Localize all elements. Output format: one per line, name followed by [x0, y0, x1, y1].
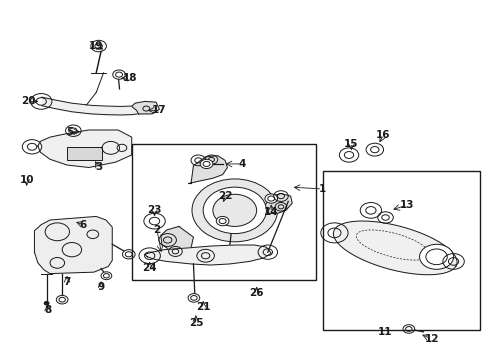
Circle shape [192, 179, 277, 242]
Polygon shape [161, 226, 193, 251]
Text: 14: 14 [264, 207, 278, 217]
Text: 6: 6 [79, 220, 86, 230]
Circle shape [44, 301, 49, 305]
Text: 20: 20 [21, 96, 35, 107]
Polygon shape [188, 156, 227, 184]
Circle shape [200, 159, 212, 168]
Polygon shape [131, 102, 159, 114]
Bar [67, 147, 102, 160]
Text: 26: 26 [249, 288, 264, 297]
Text: 13: 13 [399, 200, 414, 210]
Circle shape [216, 216, 228, 226]
Polygon shape [264, 194, 291, 214]
Text: 4: 4 [238, 159, 245, 169]
Polygon shape [144, 245, 271, 265]
Circle shape [402, 325, 414, 333]
Circle shape [188, 294, 200, 302]
Circle shape [122, 249, 135, 259]
Circle shape [419, 244, 453, 269]
Circle shape [212, 194, 256, 226]
Circle shape [113, 70, 125, 79]
Circle shape [203, 187, 266, 234]
Text: 19: 19 [89, 41, 103, 51]
Circle shape [101, 272, 112, 280]
Text: 22: 22 [217, 191, 232, 201]
Bar [131, 144, 316, 280]
Text: 5: 5 [66, 127, 73, 137]
Text: 9: 9 [97, 282, 104, 292]
Circle shape [56, 296, 68, 304]
Circle shape [264, 194, 277, 203]
Text: 12: 12 [424, 334, 438, 344]
Text: 8: 8 [44, 305, 51, 315]
Polygon shape [333, 221, 456, 275]
Text: 15: 15 [344, 139, 358, 149]
Polygon shape [38, 130, 131, 167]
Bar [323, 171, 479, 330]
Polygon shape [34, 216, 112, 274]
Text: 3: 3 [95, 162, 102, 172]
Text: 16: 16 [375, 130, 389, 140]
Text: 11: 11 [378, 327, 392, 337]
Text: 23: 23 [147, 205, 162, 215]
Text: 21: 21 [196, 302, 210, 312]
Text: 1: 1 [318, 184, 325, 194]
Text: 24: 24 [142, 262, 157, 273]
Text: 10: 10 [20, 175, 34, 185]
Text: 17: 17 [152, 105, 166, 115]
Text: 7: 7 [63, 277, 71, 287]
Text: 18: 18 [123, 73, 137, 83]
Text: 25: 25 [188, 318, 203, 328]
Text: 2: 2 [153, 225, 160, 235]
